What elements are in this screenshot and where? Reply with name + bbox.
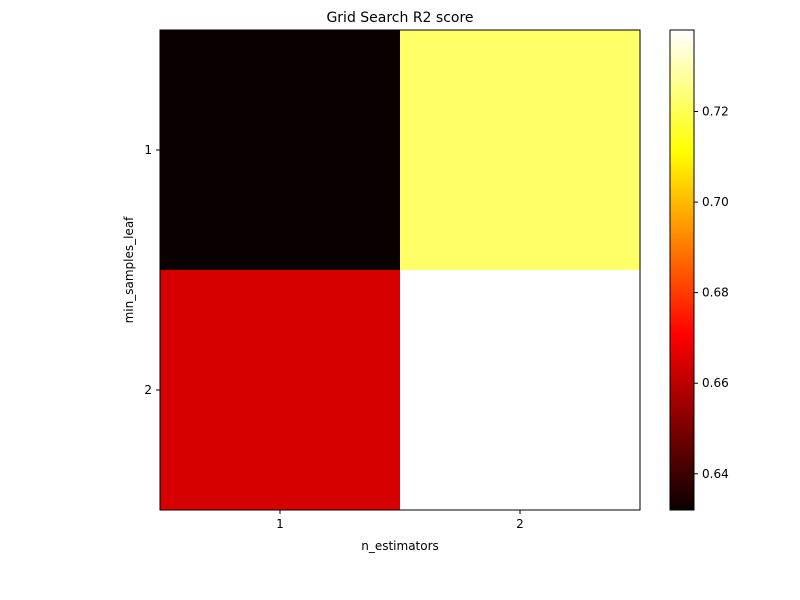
y-tick-label: 1: [144, 143, 152, 157]
x-tick-label: 2: [516, 517, 524, 531]
colorbar-tick-label: 0.68: [702, 286, 729, 300]
colorbar-tick-label: 0.66: [702, 376, 729, 390]
x-tick-label: 1: [276, 517, 284, 531]
heatmap-cell: [400, 30, 640, 270]
colorbar-tick-label: 0.70: [702, 195, 729, 209]
colorbar-frame: [669, 29, 695, 511]
y-axis-label: min_samples_leaf: [122, 216, 136, 324]
heatmap-cell: [160, 270, 400, 510]
heatmap-cells: [160, 30, 640, 510]
plot-frame: [159, 29, 641, 511]
heatmap-cell: [160, 30, 400, 270]
y-axis: 12: [144, 143, 160, 397]
x-axis-label: n_estimators: [361, 539, 439, 553]
heatmap-cell: [400, 270, 640, 510]
colorbar-ticks: 0.64 0.66 0.68 0.70 0.72: [694, 105, 729, 481]
chart-title: Grid Search R2 score: [326, 10, 473, 26]
colorbar: [670, 30, 694, 510]
y-tick-label: 2: [144, 383, 152, 397]
colorbar-tick-label: 0.72: [702, 105, 729, 119]
colorbar-tick-label: 0.64: [702, 467, 729, 481]
